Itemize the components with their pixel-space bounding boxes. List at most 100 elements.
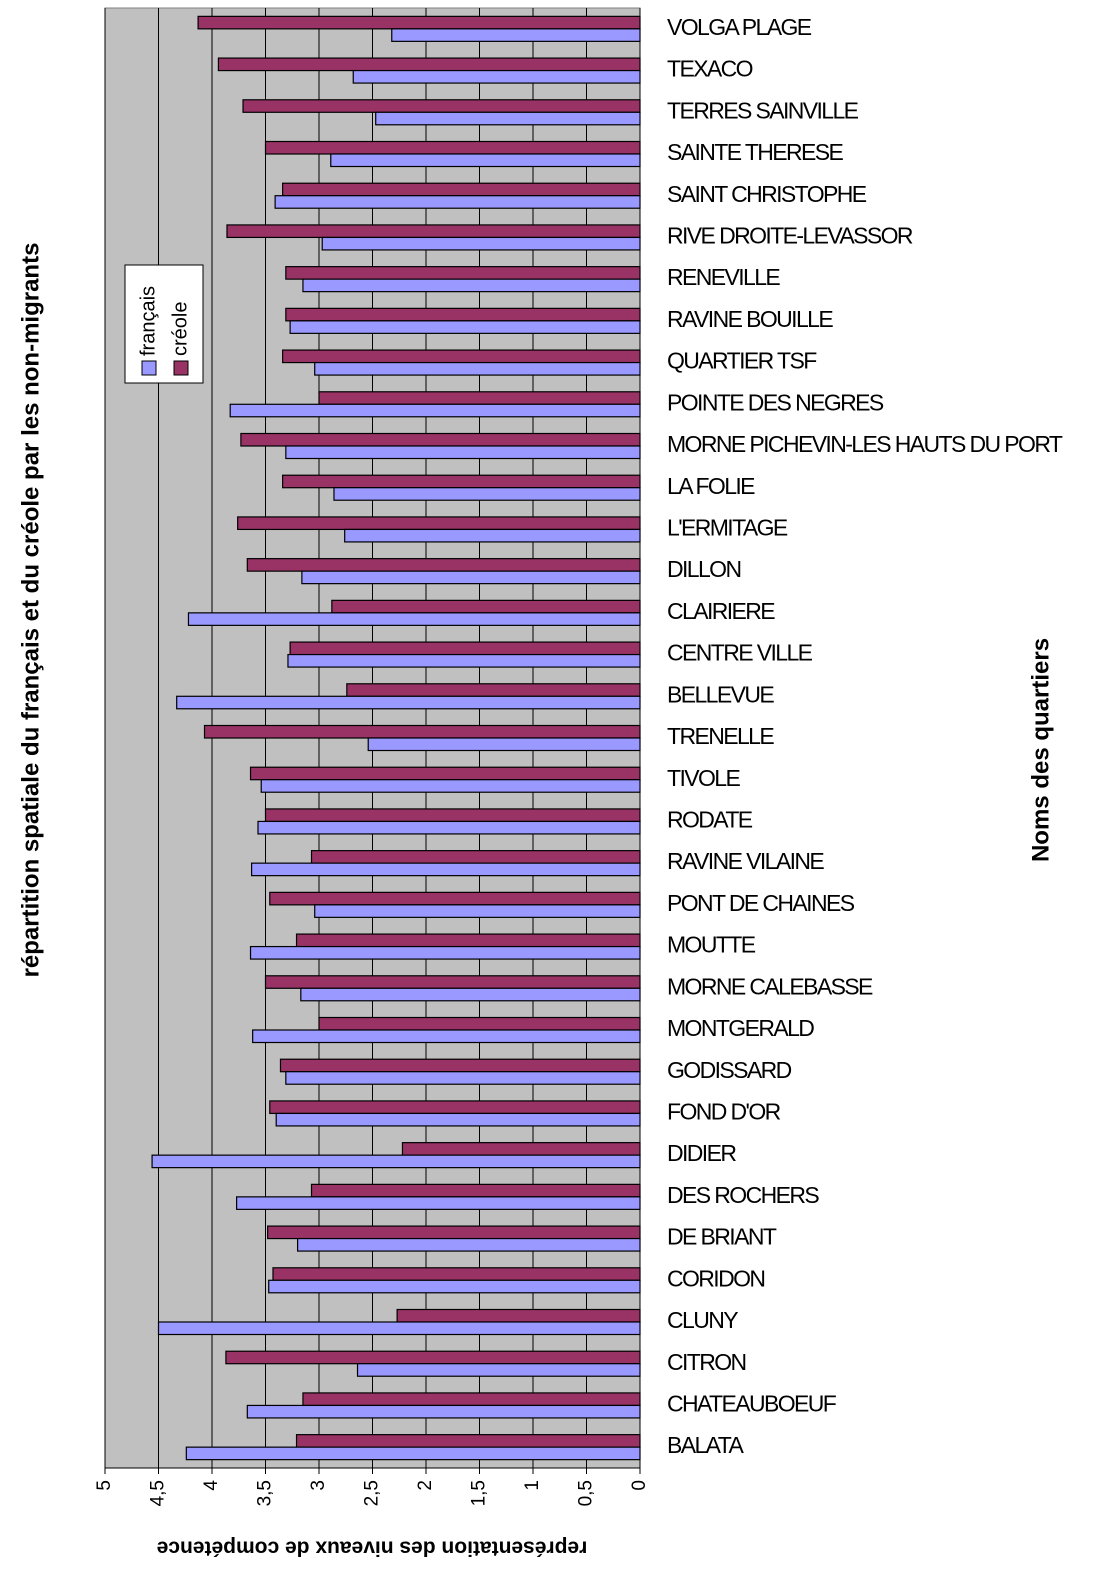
bar [282,182,641,197]
bar [279,1058,641,1073]
category-label: TEXACO [667,56,753,82]
tick-label: 1,5 [469,1480,490,1506]
tick-label: 2 [415,1480,436,1491]
bar [197,15,641,30]
category-label: CORIDON [667,1265,764,1291]
category-label: BALATA [667,1432,744,1458]
bar [187,612,641,626]
bar [285,1071,641,1085]
bar [302,278,641,293]
category-label: SAINTE THERESE [667,139,844,165]
legend-label: français [137,286,159,356]
bar [274,195,641,209]
bar [352,69,641,84]
category-label: TIVOLE [667,765,740,791]
bar [272,1267,641,1281]
bar [301,570,641,585]
bar [267,1225,641,1240]
bar [157,1321,641,1336]
category-label: RODATE [667,807,753,833]
category-label: MOUTTE [667,932,756,958]
bar [302,1392,641,1407]
category-label: RENEVILLE [667,264,780,290]
bar [331,599,641,614]
bar [282,349,641,364]
category-label: TERRES SAINVILLE [667,97,859,123]
category-label: RIVE DROITE-LEVASSOR [667,223,913,249]
bar [246,558,641,572]
tick-label: 2,5 [362,1480,383,1506]
bar [285,445,641,460]
bar [242,99,641,113]
tick-label: 0,5 [576,1480,597,1506]
bar [269,1100,641,1115]
bar [356,1363,641,1377]
bar [310,1183,641,1198]
bar [285,266,641,280]
legend-swatch [141,360,157,376]
bar [287,653,641,668]
category-label: BELLEVUE [667,681,774,707]
bar [318,1016,641,1031]
category-label: POINTE DES NEGRES [667,389,884,415]
bar [268,1279,641,1294]
bar [330,153,641,168]
bar [264,140,641,155]
category-label: MONTGERALD [667,1015,814,1041]
category-label: FOND D'OR [667,1099,781,1125]
bar [250,862,641,877]
bar [295,1434,641,1448]
bar [217,57,641,72]
bar [225,1350,641,1365]
tick-label: 4 [201,1480,222,1491]
category-label: RAVINE VILAINE [667,848,824,874]
bar [396,1308,641,1323]
bar [275,1112,641,1127]
legend-label: créole [169,302,191,356]
category-label: TRENELLE [667,723,774,749]
bar [240,432,641,447]
category-label: CLAIRIERE [667,598,775,624]
category-label: MORNE PICHEVIN-LES HAUTS DU PORT [667,431,1063,457]
bar [295,933,641,948]
tick-label: 3 [308,1480,329,1491]
bar [229,403,641,418]
bar [151,1154,641,1169]
bar [249,766,641,781]
tick-label: 3,5 [255,1480,276,1506]
bar [391,28,641,42]
bar [252,1029,641,1044]
bar [282,474,641,489]
bar [257,820,641,835]
tick-label: 4,5 [148,1480,169,1506]
bar [401,1142,641,1156]
category-label: VOLGA PLAGE [667,14,812,40]
category-label: RAVINE BOUILLE [667,306,833,332]
chart-title: répartition spatiale du français et du c… [17,243,44,978]
category-label: CENTRE VILLE [667,640,813,666]
bar [333,487,641,501]
legend-swatch [173,360,189,376]
legend-box [124,264,204,384]
bar [264,975,641,989]
bar [297,1237,641,1252]
bar [246,1404,641,1419]
category-label: GODISSARD [667,1057,792,1083]
bar [289,320,641,334]
bar [226,224,641,239]
bar [344,528,641,543]
bar [375,111,641,126]
bar [203,724,641,739]
bar [300,987,641,1002]
category-label: DILLON [667,556,740,582]
category-axis-title: Noms des quartiers [1027,638,1054,862]
bar [314,904,641,918]
category-label: DIDIER [667,1140,736,1166]
bar [260,779,641,793]
category-label: DE BRIANT [667,1224,777,1250]
category-label: CLUNY [667,1307,738,1333]
bar [264,808,641,823]
category-label: PONT DE CHAINES [667,890,855,916]
